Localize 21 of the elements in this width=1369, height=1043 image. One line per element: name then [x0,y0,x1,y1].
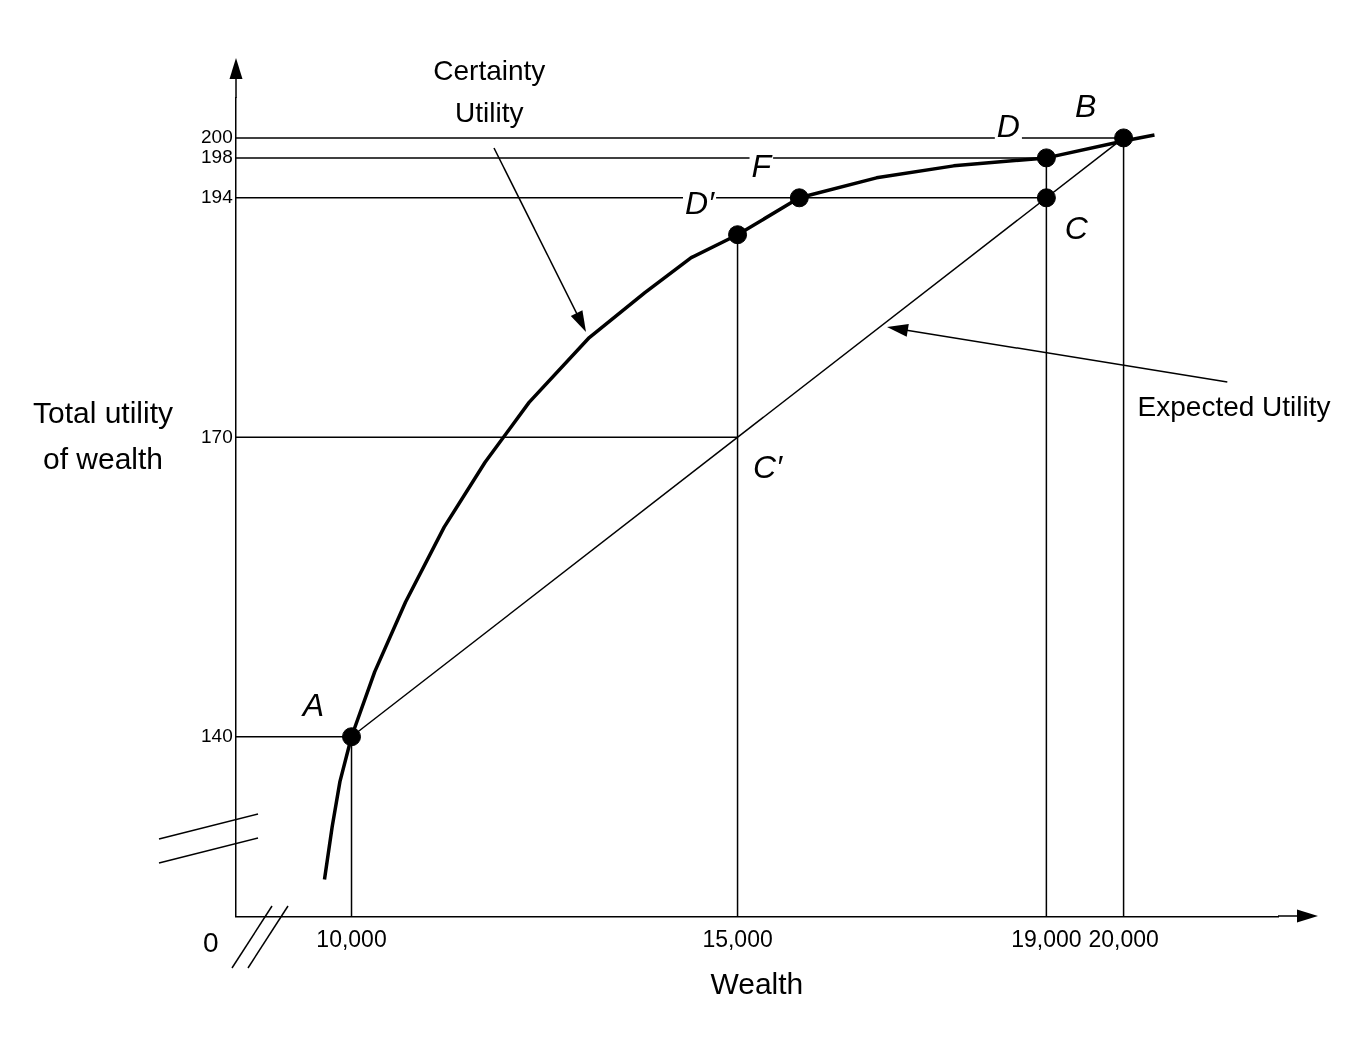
x-axis-title: Wealth [710,967,804,1001]
y-tick-label: 140 [201,724,233,746]
x-tick-label: 19,000 [1011,925,1082,952]
annotation: Certainty Utility [433,55,546,129]
y-axis-title: Total utility of wealth [32,395,174,475]
x-tick-label: 15,000 [702,925,773,952]
annotation: B [1074,87,1097,124]
annotation: Expected Utility [1137,391,1331,423]
y-tick-label: 194 [201,186,234,208]
x-tick-label: 10,000 [316,925,387,952]
x-tick-label: 20,000 [1088,925,1159,952]
annotation: C′ [752,449,784,486]
annotation: D [996,107,1020,144]
annotation: D′ [684,184,716,221]
y-tick-label: 200 [201,126,233,148]
annotation: F [751,147,774,184]
y-tick-label: 170 [201,425,233,447]
annotation: A [300,686,325,723]
annotation: C [1064,209,1089,246]
text: 0 [202,927,219,959]
y-tick-label: 198 [201,146,233,168]
